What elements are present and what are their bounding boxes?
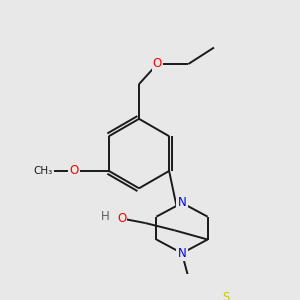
Text: O: O [153,58,162,70]
Text: N: N [178,247,186,260]
Text: CH₃: CH₃ [33,166,52,176]
Text: S: S [222,291,230,300]
Text: H: H [101,210,110,223]
Text: O: O [117,212,126,225]
Text: N: N [178,196,186,209]
Text: O: O [70,164,79,177]
